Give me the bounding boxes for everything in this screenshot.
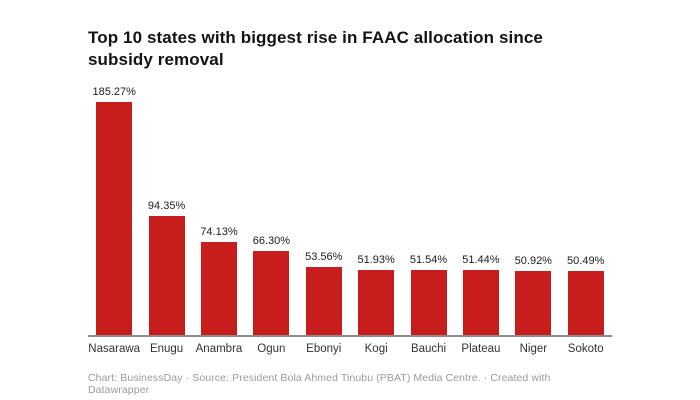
bar [253,251,290,335]
bar-column: 74.13% [193,226,245,335]
bar [148,216,185,335]
x-axis-label: Kogi [364,342,388,355]
x-axis-label: Enugu [149,342,184,355]
bar-value-label: 185.27% [92,85,136,98]
x-axis-label: Plateau [461,342,501,355]
bar-value-label: 50.49% [567,255,605,268]
bar-column: 66.30% [245,235,297,335]
bar [358,269,395,335]
x-axis-label: Niger [519,342,548,355]
x-axis-label: Sokoto [567,342,604,355]
bar-column: 53.56% [298,251,350,335]
bar-value-label: 74.13% [200,225,238,238]
bar [200,241,237,335]
bar-column: 50.49% [560,255,612,335]
x-axis-labels: Nasarawa Enugu Anambra Ogun Ebonyi Kogi Bauchi… [88,337,612,355]
bar-column: 50.92% [507,255,559,335]
bar [96,101,133,335]
chart-footer: Chart: BusinessDay · Source: President B… [88,371,551,396]
bar-value-label: 50.92% [514,254,552,267]
x-axis-label: Ogun [257,342,286,355]
bar-column: 51.93% [350,254,402,335]
bar-value-label: 51.93% [357,253,395,266]
x-axis-label: Nasarawa [88,342,141,355]
bar [305,267,342,335]
bar [410,270,447,335]
x-axis-label: Ebonyi [306,342,342,355]
x-axis-label: Anambra [195,342,243,355]
bar-value-label: 53.56% [305,251,343,264]
bar-plot-area: 185.27% 94.35% 74.13% 66.30% 53.56% 51.93% 51.… [88,83,612,335]
bar-value-label: 66.30% [252,235,291,248]
bar-value-label: 51.54% [409,254,448,267]
x-axis-label: Bauchi [410,342,447,355]
chart-title: Top 10 states with biggest rise in FAAC … [88,28,543,70]
bar [462,270,499,335]
bar-chart: 185.27% 94.35% 74.13% 66.30% 53.56% 51.93% 51.… [88,83,612,355]
bar [515,270,552,335]
bar [567,271,604,335]
bar-column: 51.44% [455,254,507,335]
bar-column: 94.35% [140,200,192,335]
bar-value-label: 94.35% [147,200,186,213]
bar-column: 51.54% [402,254,454,335]
bar-column: 185.27% [88,86,140,335]
bar-value-label: 51.44% [462,254,500,267]
x-axis-line [88,334,612,337]
